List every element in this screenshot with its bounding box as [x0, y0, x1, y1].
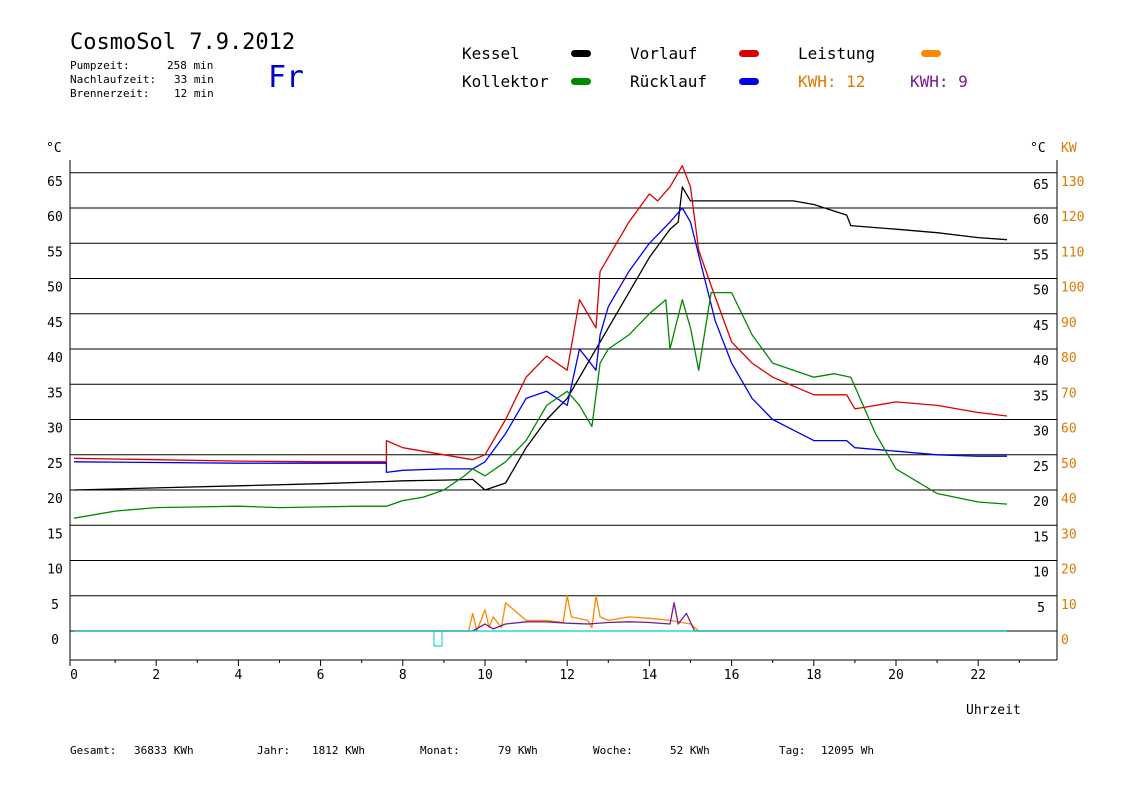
- footer-gesamt-value: 36833 KWh: [134, 744, 194, 757]
- x-tick-label-22: 22: [970, 668, 986, 683]
- footer-jahr-value: 1812 KWh: [312, 744, 365, 757]
- y-tick-label-right-50: 50: [1033, 284, 1049, 299]
- y-tick-label-power-130: 130: [1061, 175, 1084, 190]
- y-tick-label-power-60: 60: [1061, 422, 1077, 437]
- x-tick-label-14: 14: [642, 668, 658, 683]
- footer-monat-value: 79 KWh: [498, 744, 538, 757]
- y-axis-label-left: °C: [46, 141, 62, 156]
- y-tick-label-power-30: 30: [1061, 527, 1077, 542]
- y-tick-label-right-20: 20: [1033, 495, 1049, 510]
- footer-tag-value: 12095 Wh: [821, 744, 874, 757]
- cyan-marker: [433, 630, 443, 647]
- series-line-kollektor: [73, 291, 1008, 519]
- legend-swatch-kessel: [571, 50, 591, 57]
- y-tick-label-right-10: 10: [1033, 566, 1049, 581]
- footer-jahr-label: Jahr:: [257, 744, 291, 757]
- x-tick-label-16: 16: [724, 668, 740, 683]
- y-tick-label-left-55: 55: [47, 245, 63, 260]
- x-tick-label-0: 0: [70, 668, 78, 683]
- y-tick-label-power-20: 20: [1061, 563, 1077, 578]
- tick-labels: 0 2 4 6 8 10 12 14 16 18 20 22051015202530354045505…: [47, 175, 1084, 683]
- y-tick-label-right-15: 15: [1033, 530, 1049, 545]
- y-tick-label-left-60: 60: [47, 210, 63, 225]
- footer-gesamt-label: Gesamt:: [70, 744, 117, 757]
- stat-nachlauf-label: Nachlaufzeit:: [70, 73, 157, 86]
- stat-brenner-label: Brennerzeit:: [70, 87, 150, 100]
- legend-label-vorlauf: Vorlauf: [630, 44, 698, 63]
- stat-pump-label: Pumpzeit:: [70, 59, 130, 72]
- x-tick-label-6: 6: [317, 668, 325, 683]
- y-tick-label-power-50: 50: [1061, 457, 1077, 472]
- legend-kwh-purple: KWH: 9: [910, 72, 968, 91]
- stat-pump-value: 258 min: [167, 59, 214, 72]
- y-tick-label-left-40: 40: [47, 351, 63, 366]
- footer-tag-label: Tag:: [779, 744, 806, 757]
- stat-brenner-value: 12 min: [174, 87, 214, 100]
- footer-woche-label: Woche:: [593, 744, 633, 757]
- y-tick-label-right-40: 40: [1033, 354, 1049, 369]
- y-tick-label-left-10: 10: [47, 563, 63, 578]
- y-tick-label-right-65: 65: [1033, 178, 1049, 193]
- y-tick-label-left-25: 25: [47, 457, 63, 472]
- y-tick-label-left-30: 30: [47, 422, 63, 437]
- legend-label-kollektor: Kollektor: [462, 72, 549, 91]
- axes: [69, 160, 1058, 666]
- legend-kwh-orange: KWH: 12: [798, 72, 866, 91]
- legend-swatch-vorlauf: [739, 50, 759, 57]
- x-tick-label-12: 12: [559, 668, 575, 683]
- y-tick-label-left-5: 5: [51, 598, 59, 613]
- series-line-kessel: [73, 186, 1008, 491]
- x-axis-label: Uhrzeit: [966, 703, 1021, 718]
- y-tick-label-right-5: 5: [1037, 601, 1045, 616]
- y-tick-label-power-120: 120: [1061, 210, 1084, 225]
- y-tick-label-left-15: 15: [47, 527, 63, 542]
- y-tick-label-power-10: 10: [1061, 598, 1077, 613]
- x-tick-label-20: 20: [888, 668, 904, 683]
- legend-swatch-kollektor: [571, 78, 591, 85]
- legend-label-leistung: Leistung: [798, 44, 876, 63]
- legend-swatch-leistung: [921, 50, 941, 57]
- x-tick-label-4: 4: [234, 668, 242, 683]
- footer-monat-label: Monat:: [420, 744, 460, 757]
- gridlines: [70, 172, 1057, 632]
- y-axis-label-right-temp: °C: [1030, 141, 1046, 156]
- x-tick-label-18: 18: [806, 668, 822, 683]
- y-tick-label-right-60: 60: [1033, 213, 1049, 228]
- series-line-leistung: [74, 595, 1007, 632]
- series-line-r-cklauf: [73, 207, 1007, 474]
- footer-woche-value: 52 KWh: [670, 744, 710, 757]
- weekday-label: Fr: [268, 60, 305, 95]
- stat-nachlauf-value: 33 min: [174, 73, 214, 86]
- y-tick-label-left-65: 65: [47, 175, 63, 190]
- y-tick-label-left-20: 20: [47, 492, 63, 507]
- x-tick-label-8: 8: [399, 668, 407, 683]
- page-title: CosmoSol 7.9.2012: [70, 30, 296, 55]
- y-tick-label-right-45: 45: [1033, 319, 1049, 334]
- y-tick-label-right-55: 55: [1033, 248, 1049, 263]
- y-tick-label-left-0: 0: [51, 633, 59, 648]
- y-tick-label-power-80: 80: [1061, 351, 1077, 366]
- x-tick-label-2: 2: [152, 668, 160, 683]
- y-tick-label-power-90: 90: [1061, 316, 1077, 331]
- y-axis-label-right-power: KW: [1061, 141, 1077, 156]
- y-tick-label-right-25: 25: [1033, 460, 1049, 475]
- legend-label-ruecklauf: Rücklauf: [630, 72, 708, 91]
- y-tick-label-power-70: 70: [1061, 386, 1077, 401]
- y-tick-label-power-110: 110: [1061, 245, 1084, 260]
- legend-label-kessel: Kessel: [462, 44, 520, 63]
- y-tick-label-left-50: 50: [47, 281, 63, 296]
- y-tick-label-right-35: 35: [1033, 389, 1049, 404]
- y-tick-label-left-45: 45: [47, 316, 63, 331]
- y-tick-label-power-0: 0: [1061, 633, 1069, 648]
- y-tick-label-power-100: 100: [1061, 281, 1084, 296]
- series-line-vorlauf: [73, 165, 1008, 463]
- y-tick-label-power-40: 40: [1061, 492, 1077, 507]
- series-lines: [73, 165, 1008, 632]
- y-tick-label-left-35: 35: [47, 386, 63, 401]
- y-tick-label-right-30: 30: [1033, 425, 1049, 440]
- legend-swatch-ruecklauf: [739, 78, 759, 85]
- series-line-kwh-9: [74, 602, 1007, 632]
- x-tick-label-10: 10: [477, 668, 493, 683]
